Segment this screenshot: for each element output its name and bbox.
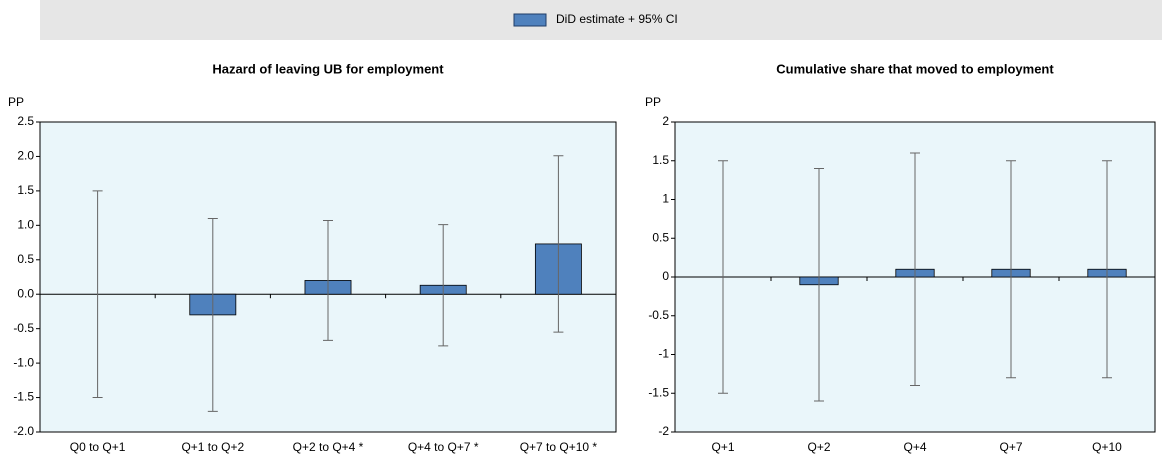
error-bar bbox=[910, 152, 920, 386]
y-axis-label: PP bbox=[8, 95, 24, 109]
y-tick-label: 1.5 bbox=[652, 153, 669, 167]
error-bar bbox=[92, 190, 103, 399]
error-bar bbox=[207, 217, 218, 412]
y-tick-label: 0 bbox=[662, 269, 669, 283]
y-tick-label: 1.0 bbox=[17, 218, 34, 232]
error-bar bbox=[814, 168, 824, 402]
y-tick-label: 2.0 bbox=[17, 149, 34, 163]
y-tick-label: -2 bbox=[658, 424, 669, 438]
x-tick-label: Q+7 to Q+10 * bbox=[520, 440, 598, 454]
y-tick-label: -0.5 bbox=[13, 321, 34, 335]
y-tick-label: -1.0 bbox=[13, 355, 34, 369]
y-tick-label: 0.0 bbox=[17, 286, 34, 300]
error-bar bbox=[323, 220, 333, 341]
legend-label: DiD estimate + 95% CI bbox=[556, 12, 678, 26]
y-tick-label: -1 bbox=[658, 347, 669, 361]
y-tick-label: 1.5 bbox=[17, 183, 34, 197]
legend-band bbox=[40, 0, 1162, 40]
y-tick-label: 0.5 bbox=[652, 230, 669, 244]
legend-swatch bbox=[513, 13, 547, 27]
error-bar bbox=[1006, 160, 1016, 379]
x-tick-label: Q+2 bbox=[807, 440, 830, 454]
y-tick-label: -1.5 bbox=[13, 390, 34, 404]
y-tick-label: 1 bbox=[662, 192, 669, 206]
x-tick-label: Q+10 bbox=[1092, 440, 1122, 454]
y-tick-label: 2.5 bbox=[17, 114, 34, 128]
y-tick-label: -1.5 bbox=[648, 385, 669, 399]
x-tick-label: Q+7 bbox=[999, 440, 1022, 454]
x-tick-label: Q+2 to Q+4 * bbox=[293, 440, 364, 454]
y-axis-label: PP bbox=[645, 95, 661, 109]
x-tick-label: Q+1 to Q+2 bbox=[181, 440, 244, 454]
x-tick-label: Q+1 bbox=[711, 440, 734, 454]
x-tick-label: Q+4 to Q+7 * bbox=[408, 440, 479, 454]
chart-title: Hazard of leaving UB for employment bbox=[212, 61, 444, 76]
y-tick-label: -0.5 bbox=[648, 308, 669, 322]
error-bar bbox=[438, 224, 449, 347]
y-tick-label: 0.5 bbox=[17, 252, 34, 266]
y-tick-label: -2.0 bbox=[13, 424, 34, 438]
error-bar bbox=[553, 155, 564, 333]
x-tick-label: Q+4 bbox=[903, 440, 926, 454]
chart-title: Cumulative share that moved to employmen… bbox=[776, 61, 1054, 76]
error-bar bbox=[718, 160, 728, 394]
x-tick-label: Q0 to Q+1 bbox=[70, 440, 126, 454]
y-tick-label: 2 bbox=[662, 114, 669, 128]
error-bar bbox=[1102, 160, 1112, 379]
